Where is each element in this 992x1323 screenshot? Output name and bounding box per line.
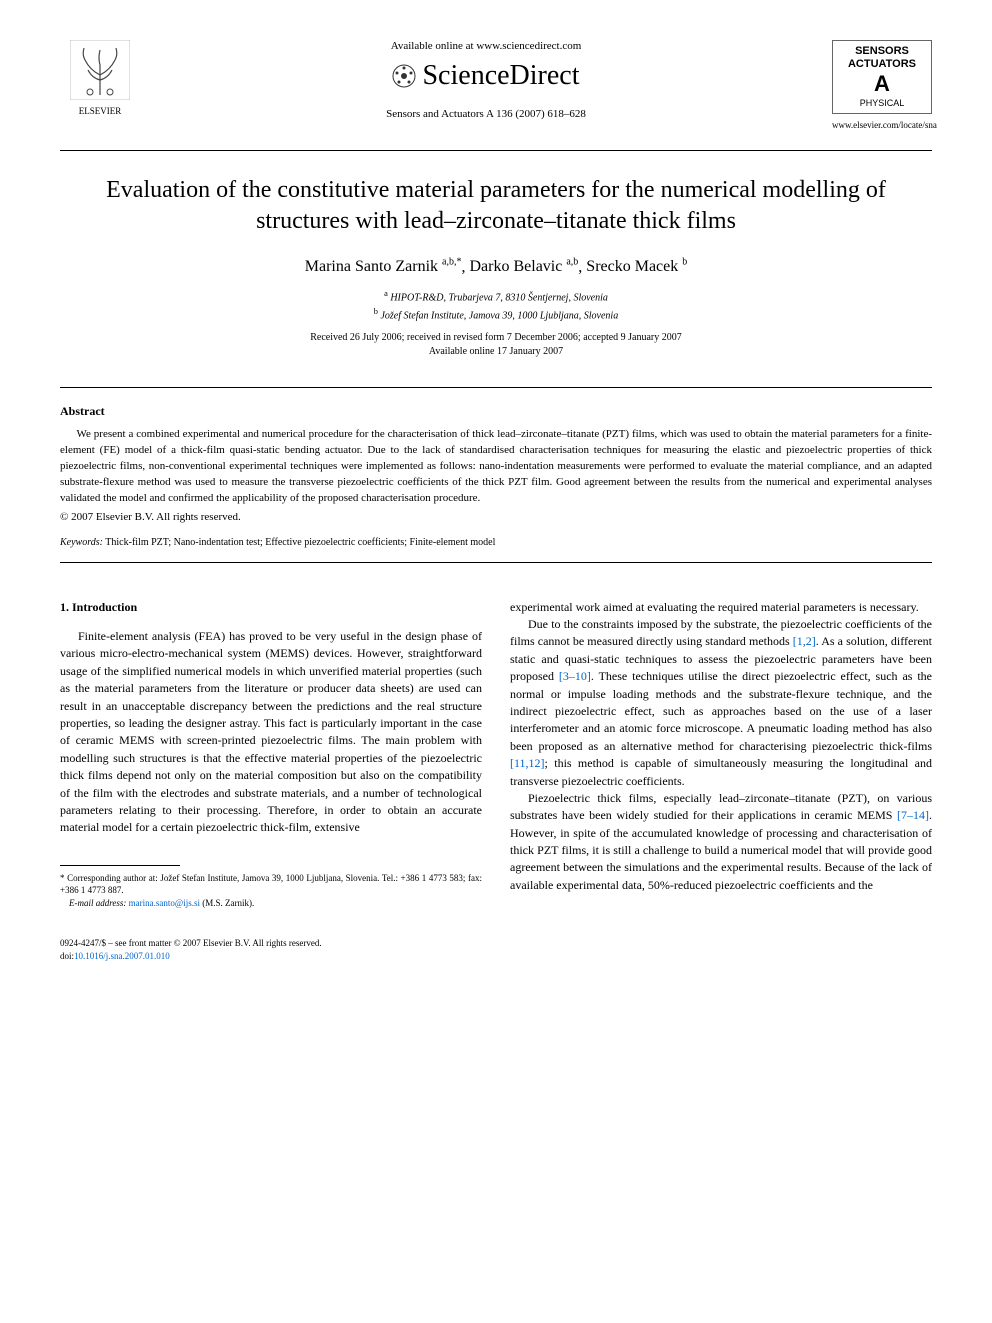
affiliation-a: a HIPOT-R&D, Trubarjeva 7, 8310 Šentjern… [60,288,932,305]
two-column-body: 1. Introduction Finite-element analysis … [60,599,932,910]
doi-link[interactable]: 10.1016/j.sna.2007.01.010 [74,951,170,961]
column-right: experimental work aimed at evaluating th… [510,599,932,910]
header-rule [60,150,932,151]
available-online-text: Available online at www.sciencedirect.co… [160,40,812,52]
email-link[interactable]: marina.santo@ijs.si [129,898,200,908]
author-3: Srecko Macek b [586,258,687,275]
elsevier-logo: ELSEVIER [60,40,140,116]
journal-logo-box: SENSORS ACTUATORS A PHYSICAL [832,40,932,114]
journal-logo-letter: A [837,71,927,97]
page-footer: 0924-4247/$ – see front matter © 2007 El… [60,937,932,962]
email-label: E-mail address: [69,898,126,908]
abstract-heading: Abstract [60,404,932,419]
sciencedirect-brand: ScienceDirect [422,60,579,92]
ref-link-3-10[interactable]: [3–10] [559,669,591,683]
abstract-body: We present a combined experimental and n… [60,427,932,507]
sciencedirect-block: Available online at www.sciencedirect.co… [140,40,832,120]
intro-para-1-cont: experimental work aimed at evaluating th… [510,599,932,616]
affiliations: a HIPOT-R&D, Trubarjeva 7, 8310 Šentjern… [60,288,932,323]
ref-link-7-14[interactable]: [7–14] [897,808,929,822]
abstract-top-rule [60,387,932,388]
dates-online: Available online 17 January 2007 [60,345,932,359]
authors-line: Marina Santo Zarnik a,b,*, Darko Belavic… [60,257,932,276]
footnote-rule [60,865,180,866]
article-dates: Received 26 July 2006; received in revis… [60,331,932,359]
ref-link-11-12[interactable]: [11,12] [510,756,545,770]
intro-para-3: Piezoelectric thick films, especially le… [510,790,932,894]
journal-logo-sub: PHYSICAL [837,98,927,109]
article-title: Evaluation of the constitutive material … [60,175,932,237]
abstract-bottom-rule [60,562,932,563]
section-1-heading: 1. Introduction [60,599,482,616]
author-1: Marina Santo Zarnik a,b,* [305,258,462,275]
intro-para-1: Finite-element analysis (FEA) has proved… [60,628,482,837]
journal-url: www.elsevier.com/locate/sna [832,120,932,130]
ref-link-1-2[interactable]: [1,2] [793,634,816,648]
journal-logo-line2: ACTUATORS [837,58,927,71]
affiliation-b: b Jožef Stefan Institute, Jamova 39, 100… [60,306,932,323]
elsevier-tree-icon [70,40,130,100]
publisher-name: ELSEVIER [60,106,140,116]
author-2: Darko Belavic a,b [469,258,578,275]
journal-logo-line1: SENSORS [837,45,927,58]
journal-reference: Sensors and Actuators A 136 (2007) 618–6… [160,108,812,120]
sciencedirect-logo: ScienceDirect [160,60,812,92]
issn-line: 0924-4247/$ – see front matter © 2007 El… [60,937,932,950]
sciencedirect-icon [392,64,416,88]
column-left: 1. Introduction Finite-element analysis … [60,599,482,910]
keywords-label: Keywords: [60,537,103,548]
abstract-copyright: © 2007 Elsevier B.V. All rights reserved… [60,511,932,523]
corresponding-footnote: * Corresponding author at: Jožef Stefan … [60,872,482,897]
email-suffix: (M.S. Zarnik). [200,898,254,908]
header-row: ELSEVIER Available online at www.science… [60,40,932,130]
journal-logo-block: SENSORS ACTUATORS A PHYSICAL www.elsevie… [832,40,932,130]
email-footnote: E-mail address: marina.santo@ijs.si (M.S… [60,897,482,910]
doi-line: doi:10.1016/j.sna.2007.01.010 [60,950,932,963]
footnote-text: Corresponding author at: Jožef Stefan In… [60,873,482,896]
keywords: Keywords: Thick-film PZT; Nano-indentati… [60,537,932,548]
intro-para-2: Due to the constraints imposed by the su… [510,616,932,790]
dates-received: Received 26 July 2006; received in revis… [60,331,932,345]
keywords-text: Thick-film PZT; Nano-indentation test; E… [103,537,495,548]
